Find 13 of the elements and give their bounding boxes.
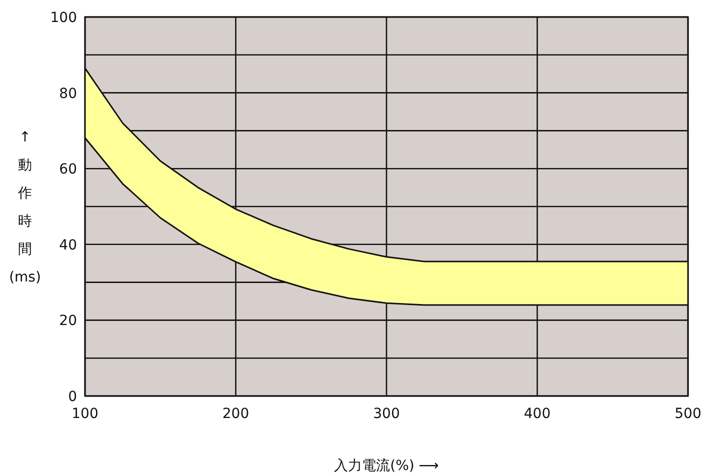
x-axis-title: 入力電流(%) ⟶ <box>334 458 439 474</box>
y-tick-label: 60 <box>59 162 77 178</box>
x-tick-label: 300 <box>373 406 400 422</box>
y-tick-label: 20 <box>59 313 77 330</box>
y-tick-label: 80 <box>59 86 77 102</box>
y-tick-label: 100 <box>50 10 77 26</box>
x-tick-label: 400 <box>524 406 551 422</box>
x-tick-label: 100 <box>72 406 98 422</box>
y-axis-title: ↑動作時間(ms) <box>9 130 41 286</box>
x-tick-label: 500 <box>674 406 702 422</box>
x-tick-label: 200 <box>222 406 250 422</box>
y-tick-label: 0 <box>68 389 77 405</box>
y-tick-label: 40 <box>59 237 77 254</box>
